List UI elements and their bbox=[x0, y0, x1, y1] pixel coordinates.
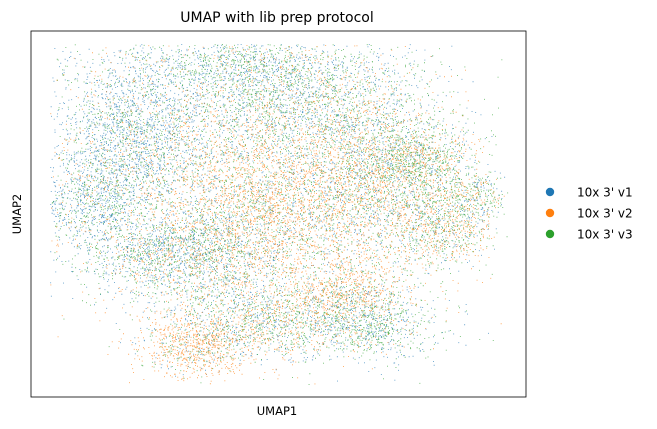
legend-marker-0 bbox=[545, 187, 555, 197]
plot-frame bbox=[30, 30, 527, 398]
chart-title: UMAP with lib prep protocol bbox=[180, 10, 373, 26]
x-axis-label: UMAP1 bbox=[257, 404, 297, 418]
legend-label-0: 10x 3' v1 bbox=[577, 186, 633, 200]
y-axis-label: UMAP2 bbox=[10, 194, 24, 234]
series-points-2 bbox=[51, 44, 509, 385]
legend-label-2: 10x 3' v3 bbox=[577, 228, 633, 242]
legend: 10x 3' v1 10x 3' v2 10x 3' v3 bbox=[545, 186, 633, 242]
legend-marker-2 bbox=[545, 229, 555, 239]
legend-marker-1 bbox=[545, 208, 555, 218]
scatter-points bbox=[50, 44, 509, 385]
legend-label-1: 10x 3' v2 bbox=[577, 207, 633, 221]
